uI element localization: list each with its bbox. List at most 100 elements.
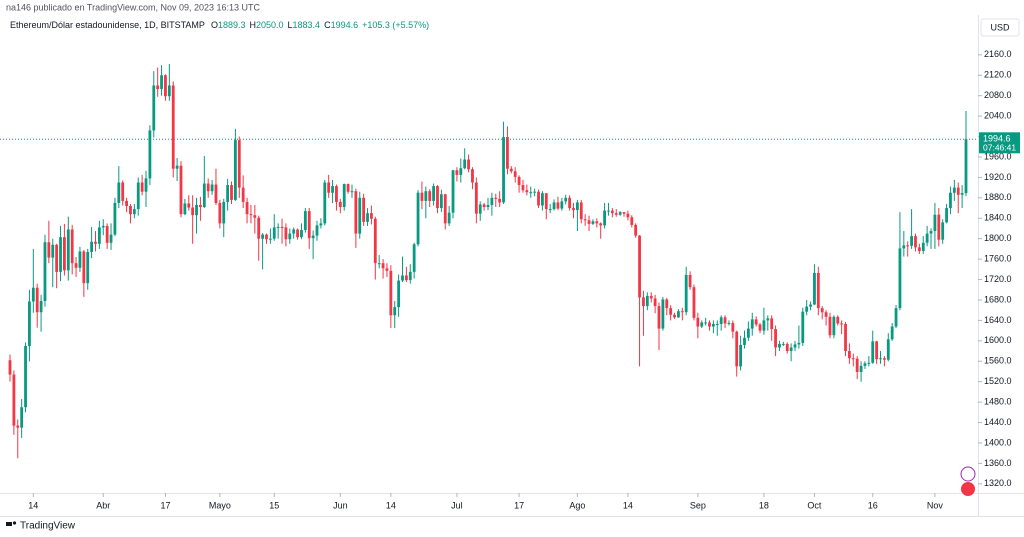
candle-body xyxy=(855,358,859,372)
candle-body xyxy=(836,316,840,324)
candle-body xyxy=(101,225,105,228)
candle-body xyxy=(191,207,195,216)
logo: TradingView xyxy=(6,521,76,532)
candle-body xyxy=(587,220,591,224)
candle-body xyxy=(210,184,214,192)
candle-body xyxy=(490,197,494,205)
candle-body xyxy=(160,75,163,90)
candle-body xyxy=(463,159,467,169)
candle-body xyxy=(218,202,222,224)
x-tick-label: Mayo xyxy=(209,500,231,510)
candle-body xyxy=(677,311,680,318)
candle-body xyxy=(914,236,917,248)
candles xyxy=(8,64,968,459)
candle-body xyxy=(910,236,913,246)
candle-body xyxy=(925,233,929,243)
candle-body xyxy=(443,194,447,224)
candle-body xyxy=(331,186,334,193)
x-tick-label: 17 xyxy=(514,500,524,510)
candle-body xyxy=(272,227,276,239)
candle-body xyxy=(949,192,952,209)
candle-body xyxy=(700,322,704,327)
candle-body xyxy=(894,308,898,327)
candle-body xyxy=(428,191,432,201)
candle-body xyxy=(622,212,626,214)
candle-body xyxy=(727,322,731,324)
candle-body xyxy=(941,222,945,240)
candle-body xyxy=(816,272,820,309)
candle-body xyxy=(183,203,187,215)
legend-change: +105.3 (+5.57%) xyxy=(362,20,429,30)
candle-body xyxy=(638,235,641,298)
currency-button[interactable] xyxy=(980,18,1020,37)
logo-mark xyxy=(12,521,17,525)
candle-body xyxy=(599,223,603,226)
candle-body xyxy=(167,85,171,97)
candle-body xyxy=(474,182,478,214)
candle-body xyxy=(94,241,97,244)
candle-body xyxy=(307,211,311,239)
y-tick-label: 1960.0 xyxy=(984,151,1012,161)
candle-body xyxy=(109,234,113,243)
candle-body xyxy=(51,244,55,258)
x-tick-label: Abr xyxy=(96,500,110,510)
candle-body xyxy=(708,322,711,327)
candle-body xyxy=(715,323,719,325)
brand: TradingView xyxy=(20,521,76,532)
candle-body xyxy=(502,137,505,203)
candle-body xyxy=(311,235,315,239)
candle-body xyxy=(844,323,847,352)
candle-body xyxy=(801,311,805,343)
y-tick-label: 1480.0 xyxy=(984,396,1012,406)
legend-key: L xyxy=(288,20,293,30)
candle-body xyxy=(59,237,62,272)
candle-body xyxy=(781,343,785,345)
legend-symbol: Ethereum/Dólar estadounidense, 1D, BITST… xyxy=(10,20,205,30)
candle-body xyxy=(813,272,816,305)
candle-body xyxy=(933,214,937,232)
candle-body xyxy=(886,339,890,360)
candle-body xyxy=(467,159,470,170)
candle-body xyxy=(746,328,750,338)
candle-body xyxy=(805,306,809,312)
candle-body xyxy=(249,214,253,216)
candle-body xyxy=(121,182,125,201)
candle-body xyxy=(296,229,299,238)
y-tick-label: 1400.0 xyxy=(984,437,1012,447)
candle-body xyxy=(964,139,968,194)
candle-body xyxy=(404,275,408,281)
candle-body xyxy=(529,192,533,194)
candle-body xyxy=(265,234,268,240)
x-tick-label: 18 xyxy=(759,500,769,510)
candle-body xyxy=(342,184,346,208)
candle-body xyxy=(90,241,94,252)
candle-body xyxy=(28,301,31,346)
candle-body xyxy=(451,170,455,213)
candle-body xyxy=(774,329,777,348)
event-icon[interactable] xyxy=(960,466,976,482)
last-price-box xyxy=(979,132,1020,154)
candle-body xyxy=(171,85,175,169)
candle-body xyxy=(152,85,156,131)
candle-body xyxy=(8,360,12,375)
x-tick-label: 15 xyxy=(269,500,279,510)
candle-body xyxy=(517,176,521,186)
candle-body xyxy=(303,211,307,231)
logo-mark xyxy=(6,522,12,526)
candle-body xyxy=(875,341,879,360)
candle-body xyxy=(863,363,867,366)
x-tick-label: Oct xyxy=(807,500,822,510)
candle-body xyxy=(692,287,696,318)
candle-body xyxy=(778,343,781,348)
candle-body xyxy=(241,187,245,202)
flag-icon[interactable] xyxy=(961,482,975,496)
y-tick-label: 1600.0 xyxy=(984,335,1012,345)
candle-body xyxy=(902,245,906,249)
y-tick-label: 2080.0 xyxy=(984,90,1012,100)
candle-body xyxy=(572,208,575,211)
candle-body xyxy=(253,215,257,218)
candle-body xyxy=(649,295,653,299)
candle-body xyxy=(397,280,401,308)
candle-body xyxy=(354,191,358,234)
candle-body xyxy=(370,213,373,219)
